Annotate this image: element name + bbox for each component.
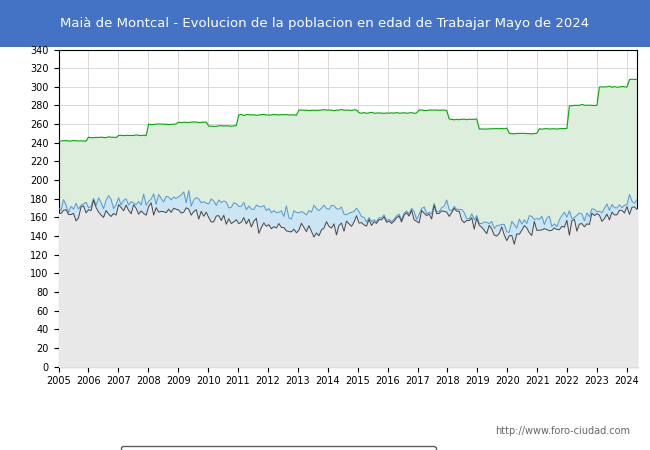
- Legend: Ocupados, Parados, Hab. entre 16-64: Ocupados, Parados, Hab. entre 16-64: [121, 446, 436, 450]
- Text: Maià de Montcal - Evolucion de la poblacion en edad de Trabajar Mayo de 2024: Maià de Montcal - Evolucion de la poblac…: [60, 17, 590, 30]
- Text: http://www.foro-ciudad.com: http://www.foro-ciudad.com: [495, 427, 630, 436]
